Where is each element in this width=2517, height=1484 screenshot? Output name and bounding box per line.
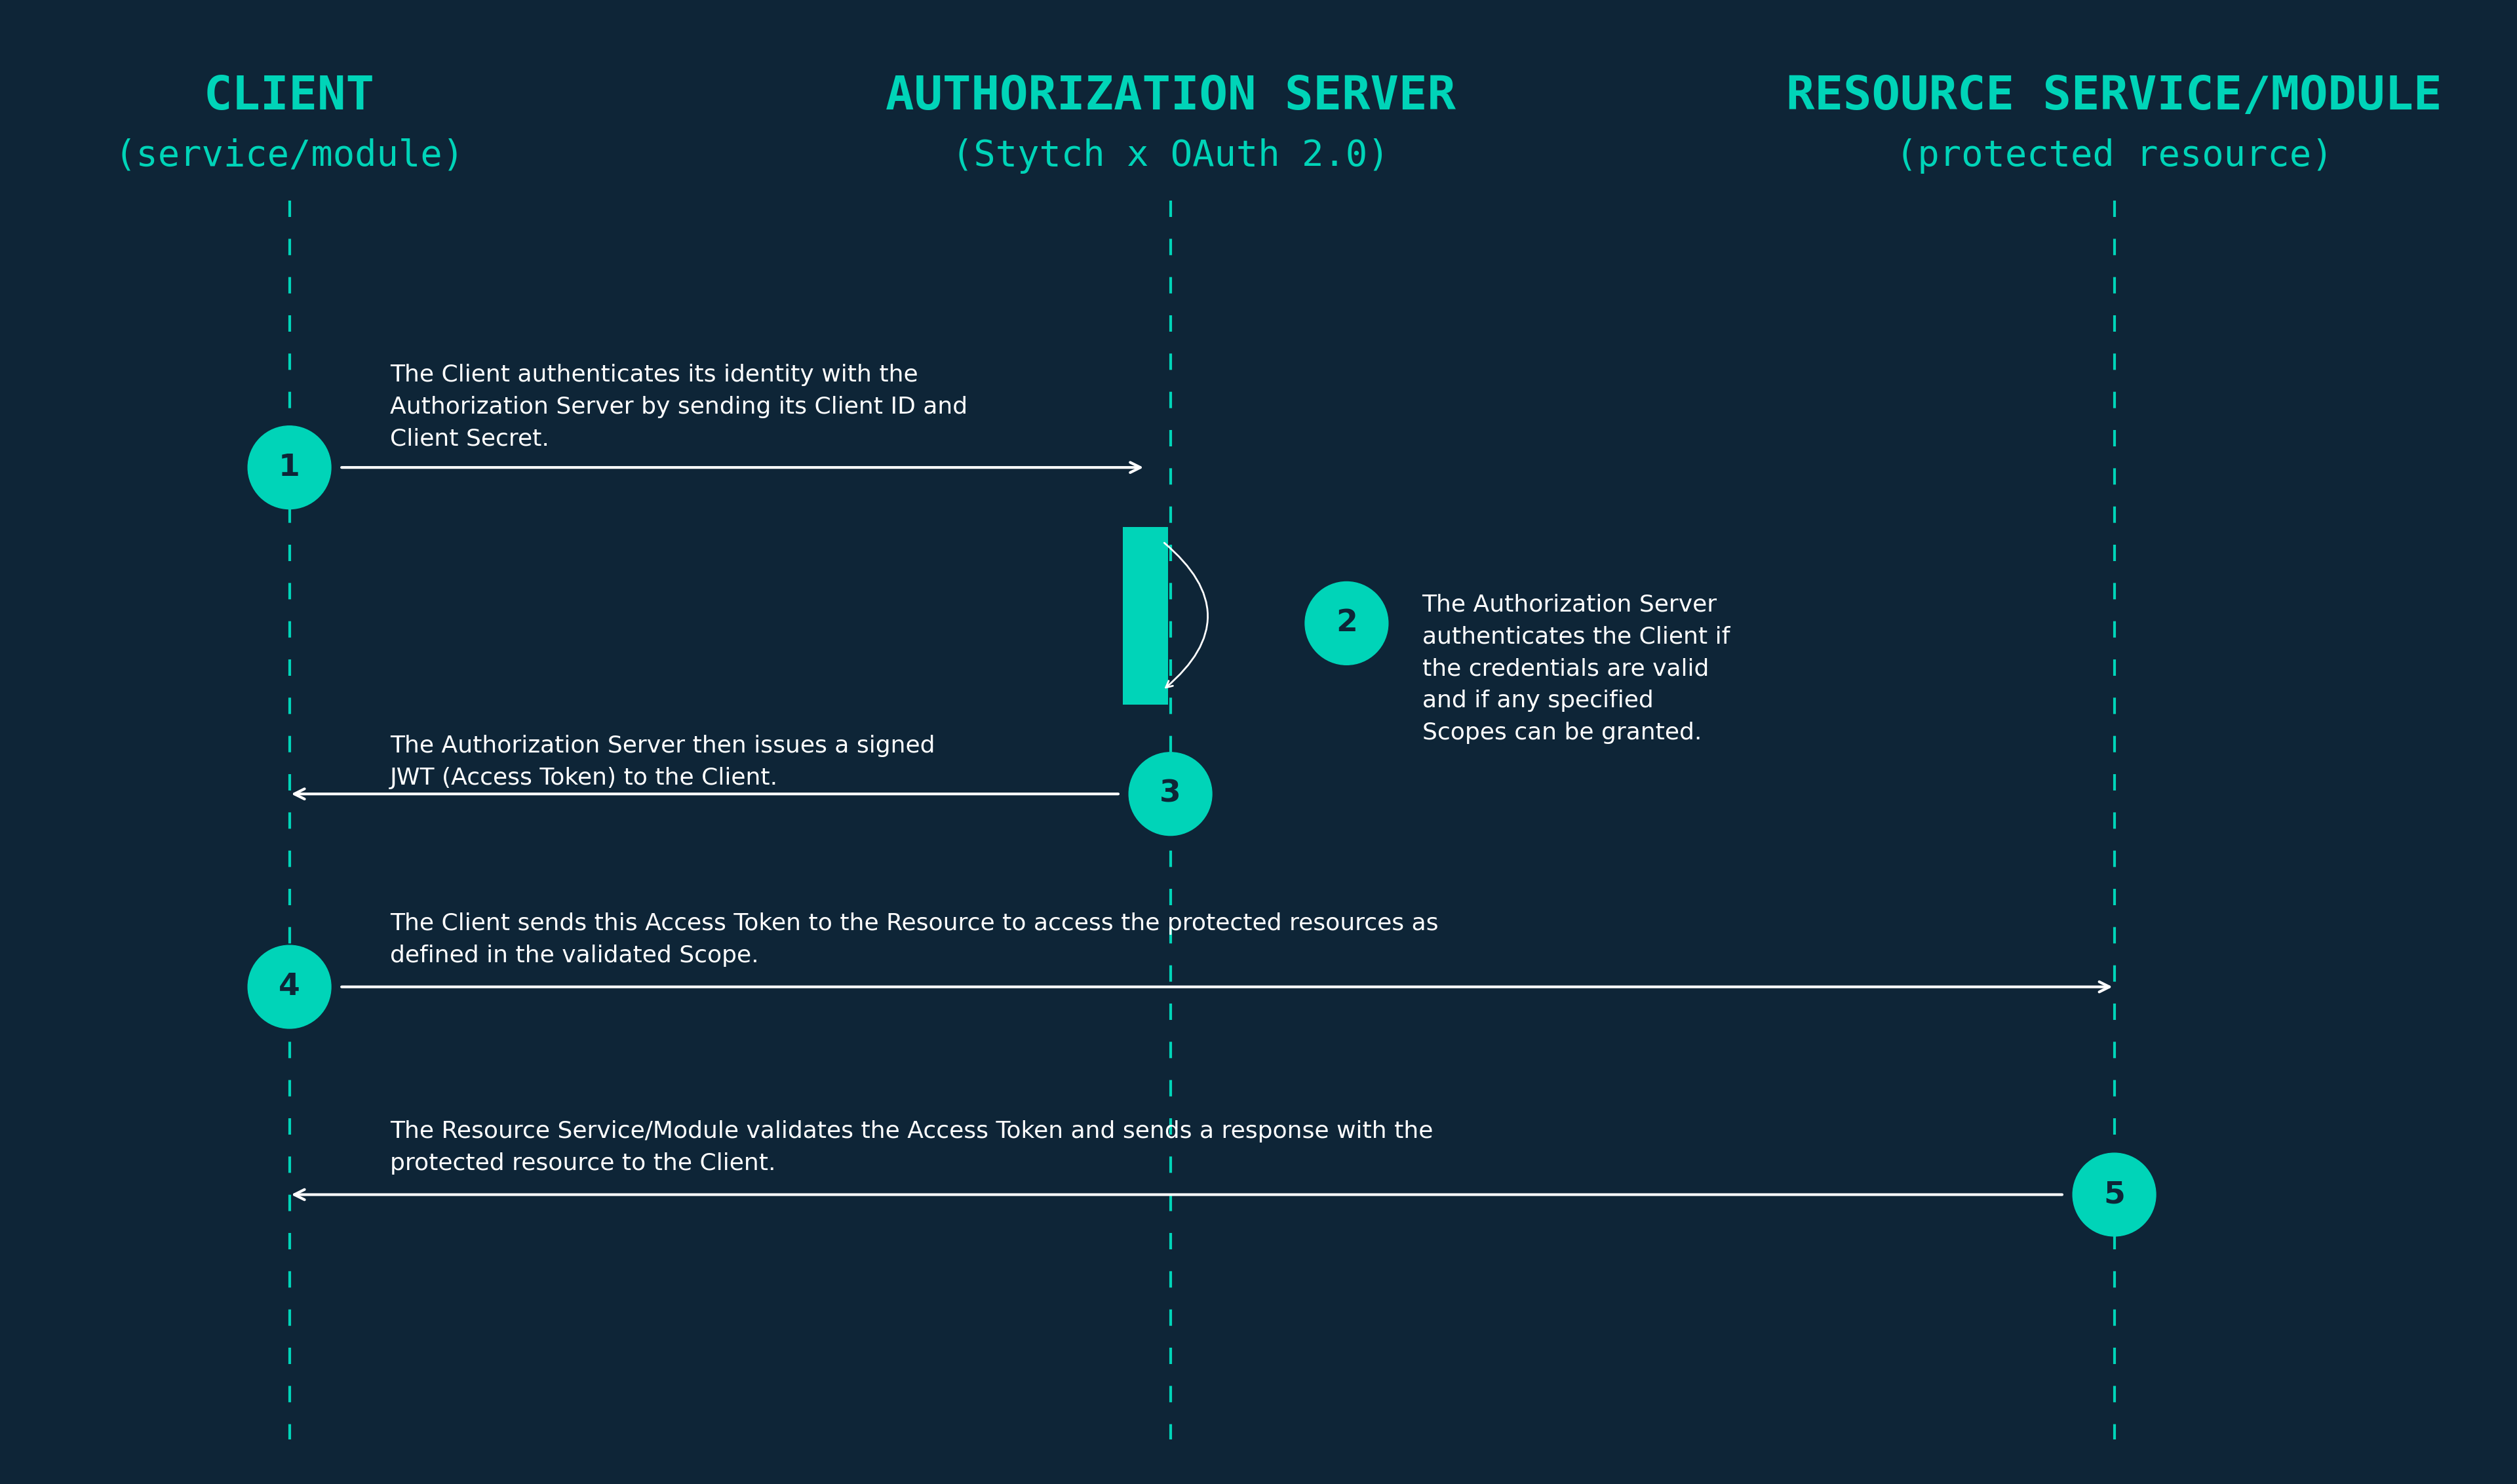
Text: The Client authenticates its identity with the
Authorization Server by sending i: The Client authenticates its identity wi…	[390, 364, 967, 450]
FancyBboxPatch shape	[1123, 527, 1168, 705]
Text: (Stytch x OAuth 2.0): (Stytch x OAuth 2.0)	[951, 138, 1389, 174]
Text: The Client sends this Access Token to the Resource to access the protected resou: The Client sends this Access Token to th…	[390, 913, 1440, 968]
Text: The Authorization Server then issues a signed
JWT (Access Token) to the Client.: The Authorization Server then issues a s…	[390, 735, 936, 789]
Text: (service/module): (service/module)	[113, 138, 466, 174]
Ellipse shape	[247, 426, 332, 509]
Ellipse shape	[2071, 1153, 2157, 1236]
Text: 4: 4	[279, 972, 300, 1002]
Ellipse shape	[1128, 752, 1213, 835]
Text: 2: 2	[1337, 608, 1357, 638]
Text: The Resource Service/Module validates the Access Token and sends a response with: The Resource Service/Module validates th…	[390, 1120, 1432, 1175]
Text: CLIENT: CLIENT	[204, 74, 375, 119]
Text: 1: 1	[279, 453, 300, 482]
Ellipse shape	[1304, 582, 1389, 665]
Text: The Authorization Server
authenticates the Client if
the credentials are valid
a: The Authorization Server authenticates t…	[1422, 594, 1729, 743]
Ellipse shape	[247, 945, 332, 1028]
Text: 3: 3	[1160, 779, 1180, 809]
Text: (protected resource): (protected resource)	[1895, 138, 2333, 174]
Text: AUTHORIZATION SERVER: AUTHORIZATION SERVER	[886, 74, 1455, 119]
Text: RESOURCE SERVICE/MODULE: RESOURCE SERVICE/MODULE	[1787, 74, 2441, 119]
Text: 5: 5	[2104, 1180, 2124, 1209]
